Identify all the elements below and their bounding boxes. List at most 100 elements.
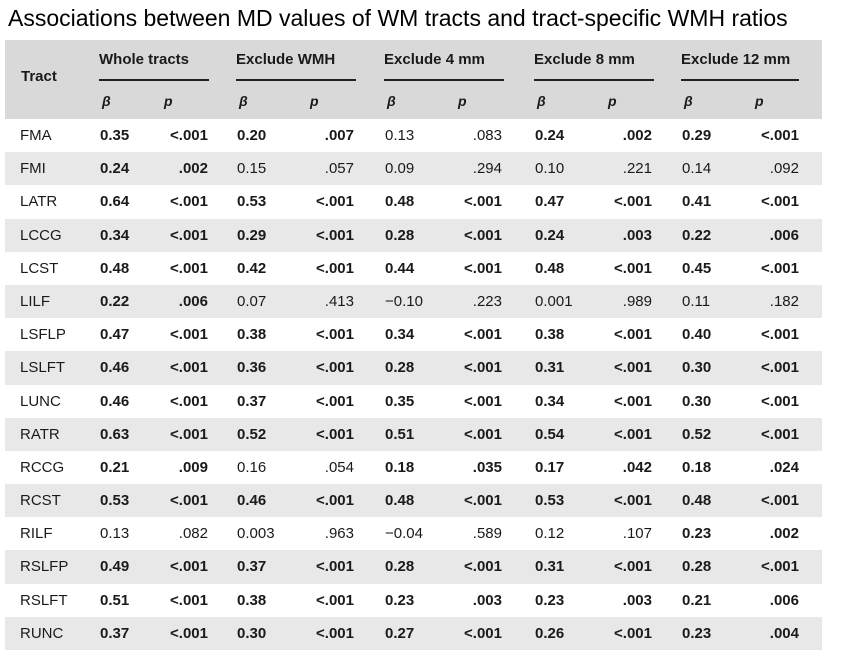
p-value-cell: <.001: [316, 259, 354, 277]
p-value-cell: <.001: [464, 425, 502, 443]
p-value-cell: .182: [769, 292, 799, 310]
p-value-cell: <.001: [170, 425, 208, 443]
p-value-cell: <.001: [464, 392, 502, 410]
tract-name: RCCG: [20, 458, 65, 476]
tract-name: RATR: [20, 425, 60, 443]
p-value-cell: .413: [324, 292, 354, 310]
p-value-cell: <.001: [761, 193, 799, 211]
beta-value-cell: 0.37: [237, 558, 267, 576]
p-value-cell: .054: [324, 458, 354, 476]
p-value-cell: .221: [622, 160, 652, 178]
beta-value-cell: 0.28: [385, 226, 415, 244]
table-row: LCST 0.48 <.001 0.42 <.001 0.44 <.001 0.48 <.001…: [5, 252, 822, 285]
group-header: Exclude 4 mm: [384, 51, 485, 68]
beta-value-cell: −0.10: [385, 292, 423, 310]
p-value-cell: .006: [769, 226, 799, 244]
beta-value-cell: 0.53: [100, 492, 130, 510]
results-table: Tract Whole tracts β p Exclude WMH β p Exclude…: [5, 40, 822, 650]
beta-value-cell: 0.40: [682, 326, 712, 344]
beta-value-cell: 0.37: [237, 392, 267, 410]
p-value-cell: <.001: [464, 558, 502, 576]
beta-value-cell: 0.46: [100, 359, 130, 377]
beta-value-cell: 0.10: [535, 160, 565, 178]
p-value-cell: <.001: [464, 259, 502, 277]
beta-value-cell: 0.18: [385, 458, 415, 476]
p-value-cell: <.001: [761, 558, 799, 576]
p-value-cell: <.001: [316, 193, 354, 211]
p-value-cell: .006: [769, 591, 799, 609]
table-row: RSLFP 0.49 <.001 0.37 <.001 0.28 <.001 0.31 <.00…: [5, 550, 822, 584]
beta-value-cell: 0.24: [535, 226, 565, 244]
tract-name: LCST: [20, 259, 59, 277]
beta-value-cell: 0.31: [535, 558, 565, 576]
p-value-cell: .042: [622, 458, 652, 476]
tract-name: RUNC: [20, 624, 64, 642]
beta-value-cell: 0.13: [100, 525, 130, 543]
p-value-cell: <.001: [170, 127, 208, 144]
beta-value-cell: 0.22: [682, 226, 712, 244]
p-subheader: p: [755, 93, 764, 109]
p-value-cell: <.001: [316, 392, 354, 410]
beta-value-cell: 0.45: [682, 259, 712, 277]
p-value-cell: .003: [472, 591, 502, 609]
beta-value-cell: 0.14: [682, 160, 712, 178]
p-value-cell: <.001: [761, 492, 799, 510]
beta-value-cell: 0.53: [237, 193, 267, 211]
beta-subheader: β: [102, 93, 111, 109]
p-subheader: p: [608, 93, 617, 109]
p-value-cell: .007: [324, 127, 354, 144]
p-value-cell: .002: [622, 127, 652, 144]
beta-value-cell: 0.30: [682, 359, 712, 377]
beta-value-cell: 0.38: [237, 591, 267, 609]
beta-value-cell: 0.38: [535, 326, 565, 344]
p-value-cell: .057: [324, 160, 354, 178]
beta-value-cell: 0.13: [385, 127, 415, 144]
table-title: Associations between MD values of WM tra…: [8, 5, 788, 31]
beta-subheader: β: [387, 93, 396, 109]
beta-value-cell: 0.23: [385, 591, 415, 609]
beta-value-cell: 0.51: [100, 591, 130, 609]
p-value-cell: <.001: [316, 425, 354, 443]
tract-name: RSLFT: [20, 591, 68, 609]
beta-value-cell: 0.28: [385, 558, 415, 576]
p-value-cell: .589: [472, 525, 502, 543]
p-value-cell: <.001: [761, 326, 799, 344]
p-value-cell: <.001: [614, 359, 652, 377]
table-row: RATR 0.63 <.001 0.52 <.001 0.51 <.001 0.54 <.001…: [5, 417, 822, 451]
beta-value-cell: 0.30: [682, 392, 712, 410]
beta-value-cell: 0.12: [535, 525, 565, 543]
p-value-cell: .092: [769, 160, 799, 178]
group-header: Exclude 8 mm: [534, 51, 635, 68]
beta-value-cell: 0.003: [237, 525, 275, 543]
p-value-cell: <.001: [316, 326, 354, 344]
group-header: Exclude WMH: [236, 51, 336, 68]
p-value-cell: <.001: [170, 326, 208, 344]
p-value-cell: <.001: [464, 326, 502, 344]
beta-value-cell: 0.42: [237, 259, 267, 277]
p-value-cell: <.001: [464, 492, 502, 510]
table-body: FMA 0.35 <.001 0.20 .007 0.13 .083 0.24 .002 0.29…: [5, 119, 822, 650]
p-value-cell: <.001: [761, 259, 799, 277]
p-value-cell: .035: [472, 458, 502, 476]
beta-value-cell: 0.64: [100, 193, 130, 211]
p-value-cell: <.001: [761, 359, 799, 377]
beta-value-cell: 0.29: [237, 226, 267, 244]
table-row: FMI 0.24 .002 0.15 .057 0.09 .294 0.10 .221 0.14.…: [5, 152, 822, 186]
beta-value-cell: 0.37: [100, 624, 130, 642]
p-value-cell: <.001: [464, 624, 502, 642]
beta-value-cell: 0.21: [100, 458, 130, 476]
beta-value-cell: 0.48: [385, 193, 415, 211]
beta-value-cell: 0.34: [385, 326, 415, 344]
tract-column-header: Tract: [21, 68, 57, 85]
beta-value-cell: 0.48: [385, 492, 415, 510]
table-row: LSFLP 0.47 <.001 0.38 <.001 0.34 <.001 0.38 <.00…: [5, 318, 822, 351]
beta-value-cell: 0.18: [682, 458, 712, 476]
beta-value-cell: 0.41: [682, 193, 712, 211]
beta-value-cell: 0.31: [535, 359, 565, 377]
p-value-cell: <.001: [316, 359, 354, 377]
p-value-cell: <.001: [614, 558, 652, 576]
tract-name: LUNC: [20, 392, 61, 410]
p-value-cell: <.001: [316, 226, 354, 244]
beta-value-cell: 0.34: [100, 226, 130, 244]
beta-value-cell: 0.49: [100, 558, 130, 576]
